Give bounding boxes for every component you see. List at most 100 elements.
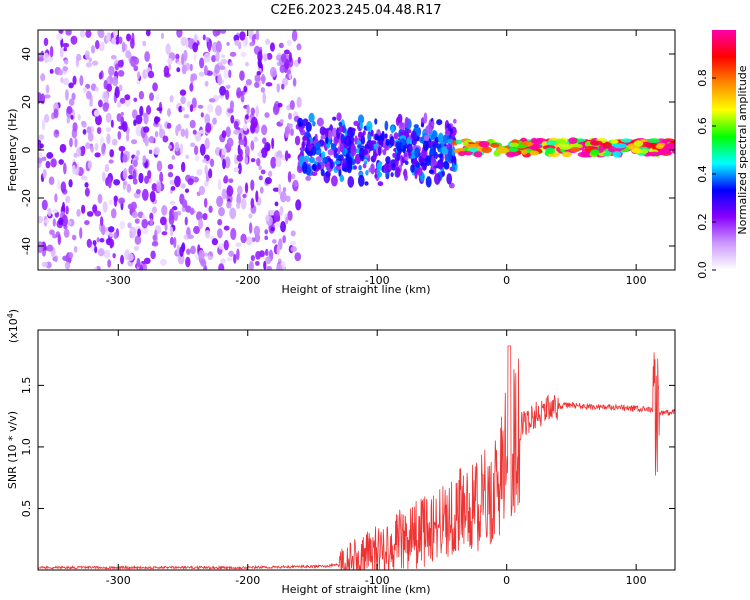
- spectrogram-cell: [221, 147, 227, 156]
- spectrogram-cell: [113, 179, 121, 186]
- spectrogram-cell: [113, 231, 118, 240]
- spectrogram-cell: [289, 123, 293, 129]
- spectrogram-cell: [230, 114, 235, 124]
- spectrogram-cell: [87, 131, 94, 142]
- spectrogram-cell: [373, 149, 378, 161]
- spectrogram-cell: [385, 161, 393, 173]
- spectrogram-cell: [253, 225, 261, 237]
- spectrogram-cell: [367, 140, 375, 147]
- spectrogram-cell: [192, 42, 199, 53]
- spectrogram-cell: [229, 61, 233, 67]
- spectrogram-cell: [278, 183, 282, 195]
- spectrogram-cell: [398, 122, 406, 131]
- spectrogram-cell: [261, 73, 266, 85]
- spectrogram-cell: [270, 227, 275, 232]
- spectrogram-cell: [215, 51, 220, 62]
- spectrogram-cell: [233, 120, 239, 130]
- spectrogram-cell: [309, 156, 315, 164]
- spectrogram-cell: [158, 128, 166, 139]
- spectrogram-cell: [422, 163, 427, 171]
- spectrogram-cell: [301, 142, 305, 149]
- spectrogram-cell: [189, 63, 193, 72]
- spectrogram-cell: [79, 75, 84, 86]
- colorbar-tick-label: 0.8: [696, 69, 709, 87]
- spectrogram-cell: [250, 179, 255, 191]
- spectrogram-cell: [458, 151, 466, 157]
- spectrogram-cell: [49, 229, 55, 236]
- spectrogram-cell: [437, 132, 444, 144]
- spectrogram-cell: [211, 54, 217, 63]
- spectrogram-cell: [235, 242, 242, 247]
- spectrogram-cell: [208, 168, 213, 179]
- spectrogram-cell: [97, 193, 103, 204]
- spectrogram-cell: [85, 30, 92, 38]
- spectrogram-cell: [204, 113, 211, 125]
- spectrogram-cell: [610, 139, 619, 144]
- spectrogram-cell: [68, 98, 75, 106]
- spectrogram-cell: [250, 158, 256, 163]
- spectrogram-cell: [509, 142, 519, 148]
- spectrogram-cell: [293, 179, 299, 188]
- spectrogram-cell: [330, 143, 337, 151]
- spectrogram-cell: [250, 107, 256, 116]
- spectrogram-cell: [225, 84, 231, 89]
- spectrogram-cell: [320, 169, 325, 177]
- spectrogram-cell: [321, 151, 326, 159]
- spectrogram-cell: [225, 126, 231, 138]
- spectrogram-cell: [58, 159, 64, 165]
- spectrogram-cell: [98, 99, 103, 108]
- spectrogram-cell: [166, 108, 171, 117]
- spectrogram-cell: [250, 254, 255, 262]
- spectrogram-cell: [189, 83, 194, 92]
- spectrogram-cell: [124, 94, 131, 101]
- spectrogram-cell: [327, 148, 335, 156]
- spectrogram-cell: [176, 30, 183, 38]
- spectrogram-cell: [110, 208, 117, 219]
- spectrogram-cell: [282, 186, 287, 193]
- spectrogram-cell: [187, 178, 194, 186]
- spectrogram-cell: [445, 127, 449, 135]
- spectrogram-cell: [228, 250, 235, 257]
- spectrogram-cell: [44, 219, 50, 224]
- spectrogram-cell: [127, 253, 134, 262]
- spectrogram-cell: [255, 30, 260, 41]
- spectrogram-cell: [428, 169, 434, 174]
- spectrogram-cell: [244, 182, 249, 194]
- spectrogram-cell: [132, 159, 138, 168]
- spectrogram-cell: [59, 46, 64, 59]
- spectrogram-cell: [79, 227, 83, 239]
- spectrogram-cell: [116, 113, 122, 122]
- spectrogram-heatmap: [38, 30, 675, 270]
- spectrogram-cell: [85, 142, 91, 149]
- spectrogram-cell: [193, 145, 199, 156]
- spectrogram-cell: [258, 165, 262, 171]
- spectrogram-cell: [209, 251, 213, 257]
- x-tick-label: 100: [626, 274, 647, 287]
- spectrogram-cell: [239, 70, 245, 81]
- spectrogram-cell: [175, 53, 180, 60]
- spectrogram-cell: [212, 30, 220, 37]
- spectrogram-cell: [290, 230, 296, 237]
- spectrogram-cell: [260, 169, 266, 175]
- spectrogram-cell: [71, 234, 77, 241]
- spectrogram-cell: [43, 37, 49, 47]
- spectrogram-cell: [320, 134, 326, 140]
- spectrogram-cell: [71, 92, 76, 101]
- spectrogram-cell: [361, 149, 369, 156]
- spectrogram-cell: [190, 73, 194, 85]
- spectrogram-cell: [264, 248, 269, 257]
- spectrogram-cell: [376, 171, 383, 178]
- spectrogram-cell: [194, 155, 200, 162]
- spectrogram-cell: [141, 188, 149, 201]
- spectrogram-cell: [367, 133, 371, 142]
- spectrogram-cell: [113, 197, 118, 207]
- y-tick-label: -40: [20, 237, 33, 255]
- spectrogram-y-label: Frequency (Hz): [6, 109, 19, 192]
- spectrogram-cell: [208, 205, 213, 213]
- spectrogram-cell: [40, 93, 46, 105]
- spectrogram-cell: [425, 155, 431, 167]
- spectrogram-cell: [233, 129, 241, 135]
- spectrogram-cell: [265, 214, 270, 222]
- spectrogram-cell: [336, 127, 340, 139]
- spectrogram-cell: [174, 141, 180, 152]
